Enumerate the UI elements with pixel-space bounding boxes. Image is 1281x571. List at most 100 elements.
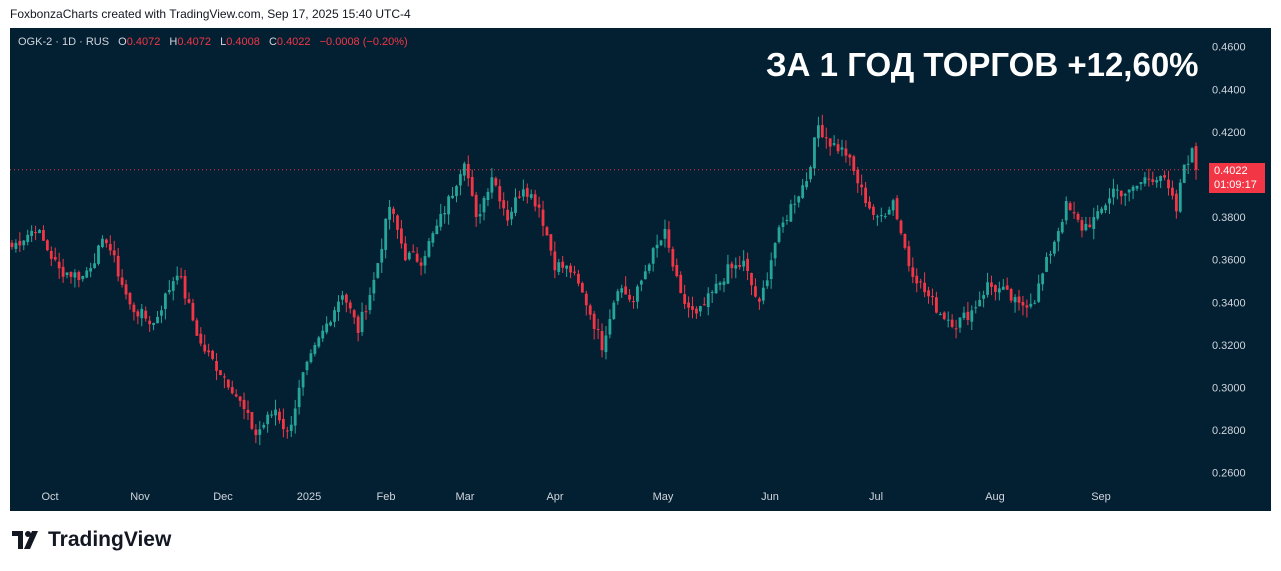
candle [1096,205,1100,221]
candle [864,181,867,207]
chart-area[interactable]: 0.46000.44000.42000.40000.38000.36000.34… [10,28,1271,511]
candle [813,137,816,176]
candle [270,410,273,419]
candle [1112,178,1115,205]
candle [647,263,651,274]
candle [1084,216,1088,232]
candle [848,153,852,166]
candle [1115,184,1119,200]
candle-body [816,125,820,139]
candle-body [600,330,604,351]
candle [651,246,655,272]
candle-body [518,196,521,198]
candle [722,277,726,293]
symbol-label: OGK-2 · 1D · RUS [18,36,110,48]
candle [659,239,663,247]
candle-body [1041,273,1045,285]
candle-body [266,414,270,425]
candle-body [246,409,250,413]
candle [541,200,545,237]
candle-body [1068,203,1072,211]
candle [258,421,262,446]
candle-body [1135,185,1139,189]
candle [935,291,938,314]
candle-body [42,230,45,241]
candle [274,399,277,426]
candle-body [396,215,399,230]
candle-body [175,275,179,281]
candle-body [1072,212,1076,214]
candle [1139,182,1143,191]
candle-body [1001,286,1005,290]
candle [946,311,950,328]
tradingview-brand[interactable]: TradingView [12,528,171,552]
candle-body [352,310,356,318]
candle [529,189,533,200]
candle [451,186,454,199]
candle-body [73,272,77,278]
candle-body [997,288,1001,293]
candle-body [85,270,89,278]
candle [1123,192,1127,206]
candle [285,426,289,439]
candle-body [679,274,683,294]
candle-body [219,370,222,376]
candle-body [455,186,458,197]
time-axis: Oct Nov Dec 2025 Feb Mar Apr May Jun Jul Aug Sep [41,491,1110,503]
x-tick-label: Feb [377,491,396,503]
candle [482,196,486,221]
candle [120,269,124,288]
candle [321,325,325,343]
candle-body [580,283,584,293]
candle-body [120,277,124,285]
candle [1029,293,1033,309]
candle [781,216,785,233]
candle [994,284,997,301]
candle-body [1155,180,1159,183]
candle-body [26,234,30,243]
candle [549,233,553,256]
candle [474,191,478,227]
candle [156,311,159,324]
candle-body [1025,305,1029,308]
candle [14,239,18,253]
candle-body [447,196,451,215]
x-tick-label: Dec [213,491,233,503]
candle-body [875,216,879,218]
candle [687,296,690,318]
candle-body [1009,289,1013,301]
candle [1053,240,1056,257]
candle [1147,168,1151,187]
candle-body [222,376,226,378]
candlestick-chart[interactable]: 0.46000.44000.42000.40000.38000.36000.34… [10,28,1271,511]
y-tick-label: 0.3200 [1212,340,1246,352]
x-tick-label: Jun [761,491,779,503]
candle-body [384,218,388,250]
candle [573,265,576,276]
candle [1045,252,1048,273]
candle [895,195,899,221]
candle-body [124,284,128,295]
candle [518,190,521,199]
candle [553,241,557,279]
candle-body [683,294,687,304]
candle [104,238,108,248]
candle [738,256,742,270]
candle [891,198,895,216]
candle-body [191,302,195,321]
candle-body [1096,211,1100,219]
candle-body [1151,179,1155,182]
candle-body [337,301,340,313]
candle [1021,295,1025,316]
candle-body [927,290,930,297]
candle-body [470,176,474,196]
candle [466,155,470,187]
candle-body [750,272,753,286]
candle [600,323,604,358]
candle [639,279,643,292]
candle-body [431,233,435,243]
candle-body [785,219,789,221]
candle [698,305,702,317]
open-label: O [118,36,127,48]
candle [116,247,120,282]
